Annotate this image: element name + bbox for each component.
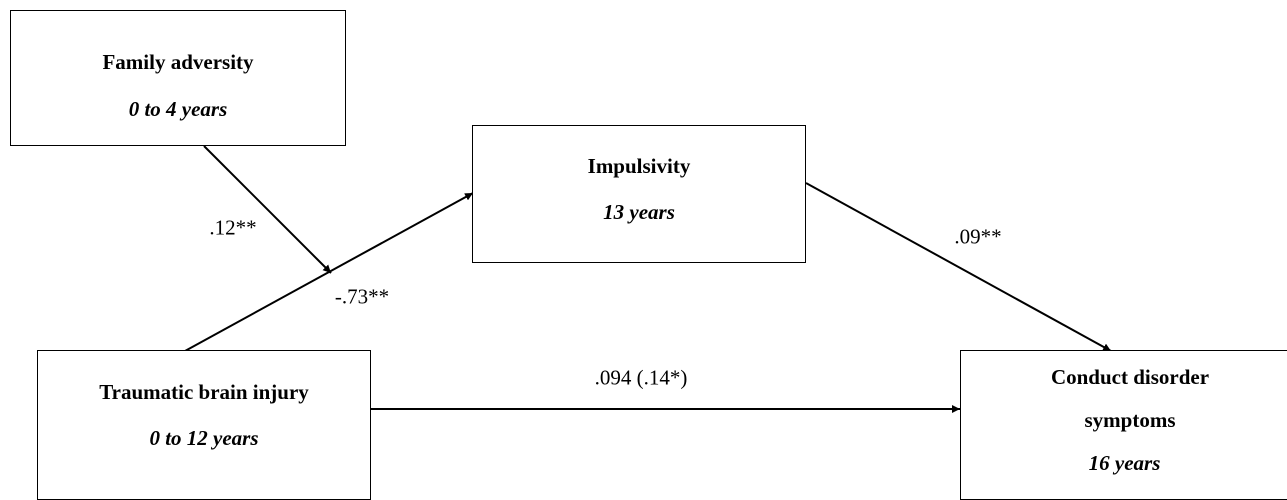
node-box: Conduct disorder symptoms 16 years [960, 350, 1287, 500]
node-box: Impulsivity 13 years [472, 125, 806, 263]
node-sublabel: 13 years [603, 200, 675, 224]
node-sublabel: 0 to 4 years [128, 97, 228, 121]
arrow [184, 192, 474, 352]
node-sublabel: 16 years [1088, 451, 1161, 475]
edge-label: .094 (.14*) [594, 365, 688, 390]
node-box: Traumatic brain injury 0 to 12 years [37, 350, 371, 500]
node-box: Family adversity 0 to 4 years [10, 10, 346, 146]
node-sublabel: 0 to 12 years [149, 426, 259, 450]
node-label: Impulsivity [587, 154, 691, 178]
arrow [203, 145, 332, 274]
node-label: Conduct disorder symptoms [1050, 365, 1210, 432]
arrow [805, 182, 1112, 352]
edge-label: .09** [954, 224, 1002, 249]
arrows [184, 145, 1112, 413]
node-label: Traumatic brain injury [99, 380, 309, 404]
edge-label: -.73** [334, 284, 390, 309]
node-label: Family adversity [102, 50, 254, 74]
page: Family adversity 0 to 4 years Impulsivit… [10, 10, 1287, 500]
edge-label: .12** [209, 215, 257, 240]
